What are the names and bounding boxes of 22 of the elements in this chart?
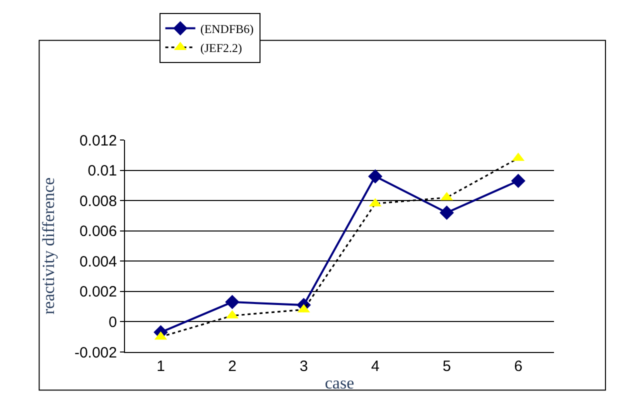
x-tick-label: 2 xyxy=(228,358,236,375)
x-axis-title: case xyxy=(324,373,354,392)
x-tick-label: 6 xyxy=(514,358,522,375)
x-tick-label: 5 xyxy=(442,358,451,375)
y-axis-title: reactivity difference xyxy=(39,177,58,315)
x-tick-label: 4 xyxy=(371,358,380,375)
legend-label: (JEF2.2) xyxy=(200,40,242,55)
point xyxy=(440,206,454,220)
y-tick-label: 0.004 xyxy=(79,253,117,270)
legend-label: (ENDFB6) xyxy=(200,22,254,36)
y-tick-label: 0.006 xyxy=(79,223,117,240)
y-tick-label: 0.002 xyxy=(79,284,117,301)
y-tick-label: 0.01 xyxy=(88,162,117,180)
y-tick-label: 0.008 xyxy=(79,192,117,210)
point xyxy=(368,169,382,184)
x-tick-label: 1 xyxy=(156,358,165,375)
y-tick-label: 0.012 xyxy=(79,132,117,150)
y-tick-label: -0.002 xyxy=(74,344,117,362)
point xyxy=(511,174,526,188)
point xyxy=(225,294,240,310)
y-tick-label: 0 xyxy=(108,314,117,331)
x-tick-label: 3 xyxy=(300,358,308,375)
